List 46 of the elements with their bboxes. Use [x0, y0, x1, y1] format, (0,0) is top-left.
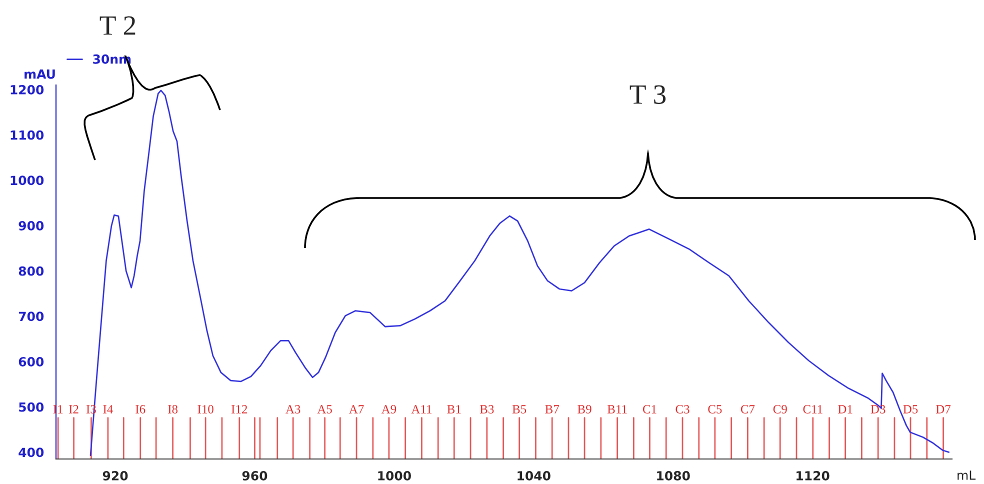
ref-line-label: D5 — [903, 405, 918, 414]
ref-line-label: I10 — [198, 405, 214, 414]
ref-line-label: C3 — [676, 405, 690, 414]
ref-line-label: B5 — [512, 405, 526, 414]
y-tick-label: 400 — [18, 448, 44, 458]
y-tick-label: 600 — [18, 357, 44, 366]
ref-line-label: A11 — [411, 405, 432, 414]
y-tick-label: 500 — [19, 402, 44, 412]
ref-line-label: B1 — [447, 405, 461, 414]
ref-line-label: B3 — [480, 405, 494, 414]
ref-line-label: C5 — [708, 405, 722, 414]
ref-line-label: B7 — [545, 405, 560, 414]
y-tick-label: 700 — [18, 312, 44, 322]
text: T 2 — [100, 16, 136, 35]
y-tick-label: 1100 — [10, 130, 44, 140]
x-tick-label: 920 — [102, 471, 128, 480]
ref-line-label: C11 — [803, 405, 822, 414]
x-tick-label: 960 — [242, 471, 268, 480]
x-tick-label: 1120 — [796, 471, 830, 480]
ref-line-label: D3 — [870, 405, 886, 414]
ref-line-label: B9 — [578, 405, 592, 414]
ref-line-label: I6 — [136, 405, 146, 414]
y-tick-label: 900 — [18, 221, 44, 230]
ref-line-label: D1 — [838, 405, 852, 414]
ref-line-label: A5 — [317, 405, 332, 414]
y-tick-label: 800 — [18, 266, 44, 276]
ref-line-label: I4 — [103, 405, 113, 414]
ref-line-label: A3 — [286, 405, 300, 414]
x-tick-label: 1000 — [378, 471, 411, 480]
x-axis-title: mL — [958, 470, 976, 480]
annotation: T 3 — [630, 85, 666, 104]
ref-line-label: A7 — [349, 405, 364, 414]
y-tick-label: 1200 — [10, 85, 44, 94]
ref-line-label: I8 — [168, 405, 178, 414]
x-tick-label: 1040 — [518, 471, 550, 480]
ref-line-label: A9 — [381, 405, 396, 414]
ref-line-label: C7 — [740, 405, 755, 414]
ref-line-label: I12 — [232, 405, 248, 414]
x-tick-label: 1080 — [657, 471, 690, 480]
ref-line-label: D7 — [936, 405, 951, 414]
ref-line-label: I2 — [69, 405, 78, 414]
ref-line-label: B11 — [607, 405, 627, 414]
ref-line-label: C9 — [773, 405, 787, 414]
y-axis-title: mAU — [24, 70, 55, 79]
ref-line-label: C1 — [642, 405, 656, 414]
y-tick-label: 1000 — [10, 176, 44, 186]
